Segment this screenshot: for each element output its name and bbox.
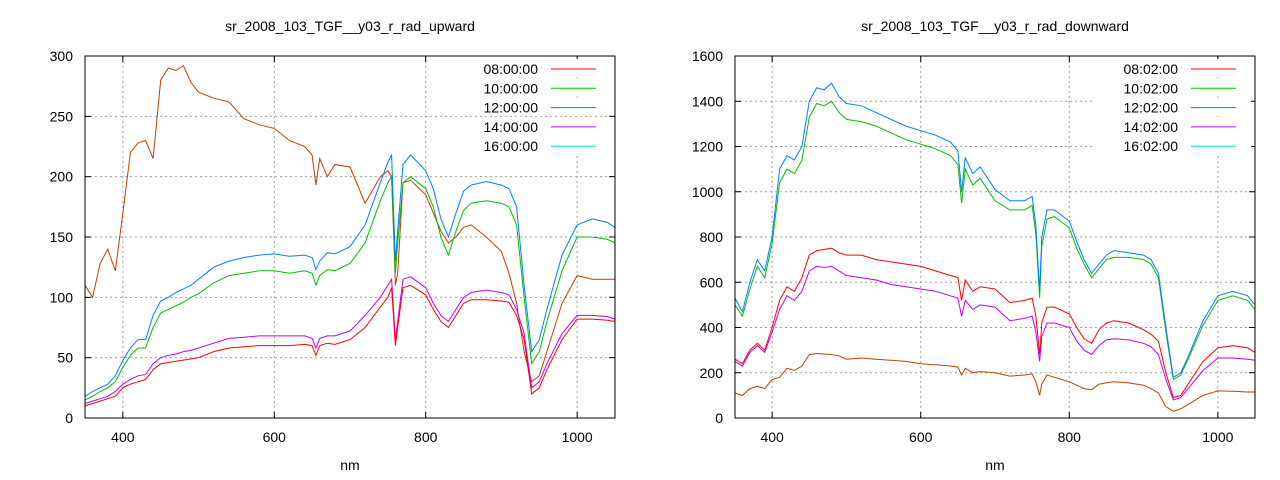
y-tick-label: 150 <box>50 229 74 245</box>
y-tick-label: 1400 <box>692 93 723 109</box>
legend-background <box>1095 97 1251 116</box>
chart-title: sr_2008_103_TGF__y03_r_rad_downward <box>861 18 1129 34</box>
series-line-08-00-00 <box>84 284 616 407</box>
legend-label: 16:00:00 <box>484 138 539 154</box>
legend-background <box>1095 59 1251 77</box>
y-tick-label: 600 <box>700 274 724 290</box>
legend-background <box>455 97 611 116</box>
series-line-unlabeled <box>734 352 1255 412</box>
legend-label: 16:02:00 <box>1124 138 1179 154</box>
series-line-10-00-00 <box>84 175 616 401</box>
series-line-12-00-00 <box>84 154 616 397</box>
series-line-unlabeled <box>84 64 615 383</box>
legend-label: 12:00:00 <box>484 100 539 116</box>
x-tick-label: 400 <box>111 429 135 445</box>
y-tick-label: 1200 <box>692 139 723 155</box>
x-tick-label: 600 <box>263 429 287 445</box>
legend-label: 10:02:00 <box>1124 80 1179 96</box>
legend-label: 10:00:00 <box>484 80 539 96</box>
legend-background <box>455 78 611 97</box>
x-tick-label: 400 <box>760 429 784 445</box>
legend-label: 14:02:00 <box>1124 119 1179 135</box>
legend-background <box>1095 78 1251 97</box>
y-tick-label: 0 <box>65 410 73 426</box>
y-tick-label: 250 <box>50 108 74 124</box>
x-tick-label: 1000 <box>1202 429 1233 445</box>
legend-background <box>1095 116 1251 135</box>
y-tick-label: 800 <box>700 229 724 245</box>
x-tick-label: 800 <box>414 429 438 445</box>
legend-background <box>455 59 611 77</box>
series-line-08-02-00 <box>734 247 1256 399</box>
legend-background <box>455 116 611 135</box>
plot-frame <box>734 55 1256 419</box>
y-tick-label: 100 <box>50 289 74 305</box>
y-tick-label: 1600 <box>692 48 723 64</box>
y-tick-label: 1000 <box>692 184 723 200</box>
series-line-12-02-00 <box>734 82 1256 379</box>
y-tick-label: 200 <box>700 365 724 381</box>
series-line-14-02-00 <box>734 265 1256 401</box>
y-tick-label: 300 <box>50 48 74 64</box>
legend-background <box>1095 136 1251 155</box>
x-axis-label: nm <box>340 457 359 473</box>
legend-label: 08:00:00 <box>484 61 539 77</box>
x-tick-label: 1000 <box>562 429 593 445</box>
chart-title: sr_2008_103_TGF__y03_r_rad_upward <box>225 18 475 34</box>
series-line-10-02-00 <box>734 100 1256 381</box>
plot-frame <box>84 55 616 419</box>
y-tick-label: 400 <box>700 320 724 336</box>
legend-label: 08:02:00 <box>1124 61 1179 77</box>
legend-background <box>455 136 611 155</box>
series-line-14-00-00 <box>84 276 616 404</box>
x-tick-label: 800 <box>1058 429 1082 445</box>
x-axis-label: nm <box>985 457 1004 473</box>
y-tick-label: 50 <box>57 350 73 366</box>
y-tick-label: 200 <box>50 169 74 185</box>
legend-label: 12:02:00 <box>1124 100 1179 116</box>
legend-label: 14:00:00 <box>484 119 539 135</box>
y-tick-label: 0 <box>715 410 723 426</box>
x-tick-label: 600 <box>909 429 933 445</box>
